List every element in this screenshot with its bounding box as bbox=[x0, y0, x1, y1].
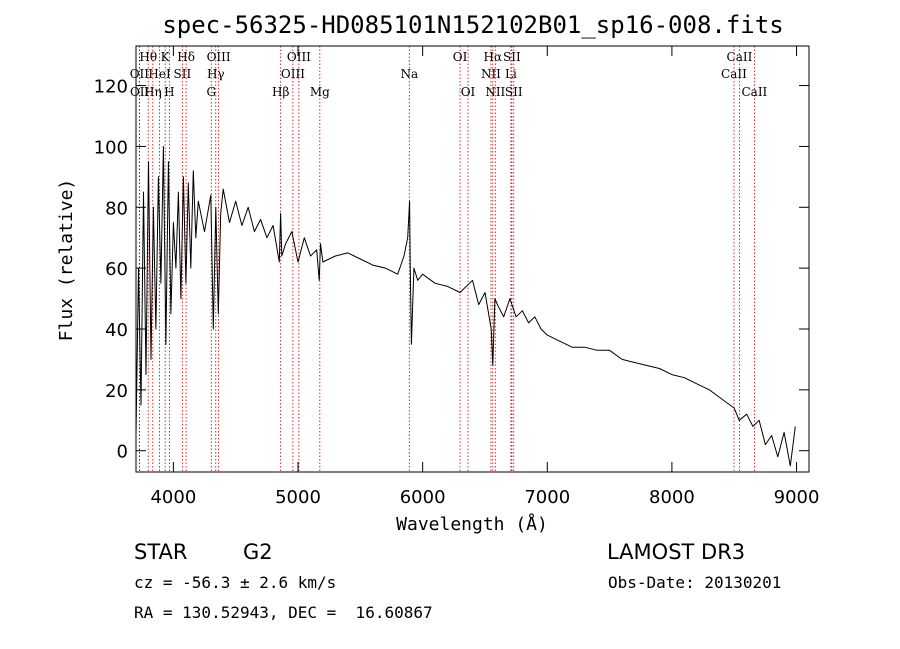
line-marker-label: Mg bbox=[310, 85, 330, 99]
y-tick-label: 80 bbox=[105, 198, 128, 219]
line-marker-label: H bbox=[164, 85, 174, 99]
redshift-value: cz = -56.3 ± 2.6 km/s bbox=[134, 573, 337, 592]
x-tick-label: 5000 bbox=[275, 487, 321, 508]
y-tick-label: 60 bbox=[105, 259, 128, 280]
x-tick-label: 9000 bbox=[774, 487, 820, 508]
object-class: STAR bbox=[134, 540, 188, 564]
x-axis-label: Wavelength (Å) bbox=[396, 513, 548, 535]
chart-title: spec-56325-HD085101N152102B01_sp16-008.f… bbox=[162, 11, 783, 39]
y-tick-label: 0 bbox=[117, 442, 128, 463]
line-marker-label: CaII bbox=[721, 67, 747, 81]
y-tick-label: 100 bbox=[94, 137, 128, 158]
x-tick-label: 6000 bbox=[400, 487, 446, 508]
line-marker-label: CaII bbox=[741, 85, 767, 99]
survey-name: LAMOST DR3 bbox=[607, 540, 746, 564]
x-tick-label: 7000 bbox=[524, 487, 570, 508]
line-marker-label: OIII bbox=[207, 50, 231, 64]
line-marker-label: CaII bbox=[727, 50, 753, 64]
y-tick-label: 120 bbox=[94, 77, 128, 98]
y-tick-label: 20 bbox=[105, 381, 128, 402]
line-marker-label: Hη bbox=[144, 85, 162, 99]
line-marker-label: K bbox=[161, 50, 171, 64]
line-marker-label: NII bbox=[485, 85, 505, 99]
line-marker-label: G bbox=[206, 85, 216, 99]
subclass: G2 bbox=[243, 540, 273, 564]
line-marker-label: OIII bbox=[287, 50, 311, 64]
obs-date: Obs-Date: 20130201 bbox=[608, 573, 782, 592]
x-tick-label: 4000 bbox=[150, 487, 196, 508]
y-axis-label: Flux (relative) bbox=[56, 179, 77, 342]
line-marker-label: OI bbox=[453, 50, 468, 64]
line-marker-label: Hα bbox=[484, 50, 503, 64]
line-marker-label: SII bbox=[174, 67, 192, 81]
x-axis: 4000 5000 6000 7000 8000 9000 bbox=[150, 46, 819, 508]
line-marker-label: Hγ bbox=[207, 67, 225, 81]
y-axis: 0 20 40 60 80 100 120 bbox=[94, 77, 809, 463]
line-marker-label: Li bbox=[505, 67, 517, 81]
coordinates: RA = 130.52943, DEC = 16.60867 bbox=[134, 603, 433, 622]
line-marker-label: HeI bbox=[148, 67, 171, 81]
line-marker-label: Hδ bbox=[177, 50, 195, 64]
line-marker-label: NII bbox=[481, 67, 501, 81]
spectrum-series bbox=[135, 145, 796, 467]
flux-line bbox=[135, 145, 796, 467]
line-marker-label: Hθ bbox=[139, 50, 157, 64]
line-marker-label: OII bbox=[130, 85, 150, 99]
line-marker-label: SII bbox=[503, 50, 521, 64]
line-marker-label: Hβ bbox=[272, 85, 289, 99]
line-marker-label: OIII bbox=[281, 67, 305, 81]
x-tick-label: 8000 bbox=[649, 487, 695, 508]
plot-frame bbox=[135, 45, 810, 473]
line-marker-label: Na bbox=[400, 67, 418, 81]
line-marker-label: SII bbox=[505, 85, 523, 99]
line-marker-label: OI bbox=[461, 85, 476, 99]
y-tick-label: 40 bbox=[105, 320, 128, 341]
